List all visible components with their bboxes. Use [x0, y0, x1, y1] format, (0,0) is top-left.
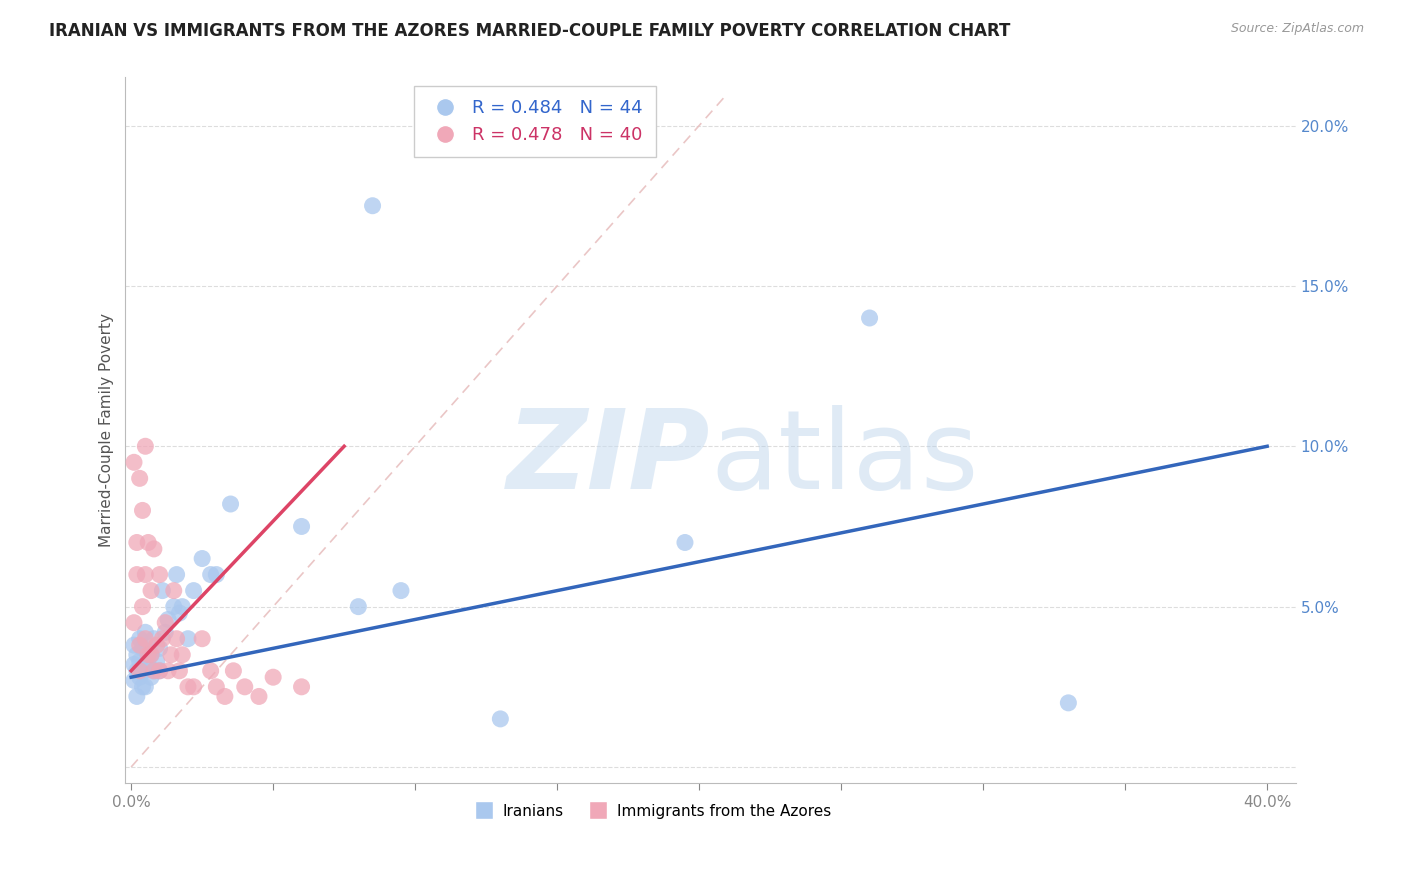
Point — [148, 664, 170, 678]
Point — [139, 583, 162, 598]
Point — [142, 541, 165, 556]
Point — [200, 567, 222, 582]
Point — [131, 599, 153, 614]
Point — [134, 664, 156, 678]
Point — [169, 664, 191, 678]
Point — [489, 712, 512, 726]
Point — [205, 680, 228, 694]
Text: IRANIAN VS IMMIGRANTS FROM THE AZORES MARRIED-COUPLE FAMILY POVERTY CORRELATION : IRANIAN VS IMMIGRANTS FROM THE AZORES MA… — [49, 22, 1011, 40]
Point — [134, 680, 156, 694]
Point — [222, 664, 245, 678]
Y-axis label: Married-Couple Family Poverty: Married-Couple Family Poverty — [100, 313, 114, 547]
Point — [122, 615, 145, 630]
Point — [389, 583, 412, 598]
Point — [247, 690, 270, 704]
Point — [128, 638, 150, 652]
Point — [347, 599, 370, 614]
Point — [262, 670, 284, 684]
Point — [148, 664, 170, 678]
Point — [142, 664, 165, 678]
Point — [169, 606, 191, 620]
Point — [1057, 696, 1080, 710]
Point — [673, 535, 696, 549]
Point — [233, 680, 256, 694]
Point — [139, 648, 162, 662]
Point — [128, 670, 150, 684]
Point — [166, 632, 188, 646]
Point — [150, 632, 173, 646]
Legend: Iranians, Immigrants from the Azores: Iranians, Immigrants from the Azores — [467, 797, 838, 825]
Point — [157, 612, 180, 626]
Point — [163, 583, 186, 598]
Point — [290, 680, 312, 694]
Point — [157, 664, 180, 678]
Point — [122, 638, 145, 652]
Point — [128, 632, 150, 646]
Point — [191, 632, 214, 646]
Point — [177, 680, 200, 694]
Point — [150, 583, 173, 598]
Point — [131, 680, 153, 694]
Point — [145, 638, 167, 652]
Point — [163, 599, 186, 614]
Point — [183, 680, 205, 694]
Point — [128, 471, 150, 485]
Point — [134, 625, 156, 640]
Point — [155, 625, 177, 640]
Point — [183, 583, 205, 598]
Point — [134, 632, 156, 646]
Point — [191, 551, 214, 566]
Point — [148, 567, 170, 582]
Point — [205, 567, 228, 582]
Point — [131, 641, 153, 656]
Point — [219, 497, 242, 511]
Point — [128, 664, 150, 678]
Point — [172, 599, 194, 614]
Point — [125, 664, 148, 678]
Point — [125, 690, 148, 704]
Point — [122, 455, 145, 469]
Point — [139, 670, 162, 684]
Point — [142, 632, 165, 646]
Point — [136, 648, 159, 662]
Point — [148, 641, 170, 656]
Point — [136, 535, 159, 549]
Point — [128, 654, 150, 668]
Point — [136, 657, 159, 672]
Point — [160, 648, 183, 662]
Text: atlas: atlas — [710, 405, 979, 512]
Point — [139, 648, 162, 662]
Point — [172, 648, 194, 662]
Point — [145, 654, 167, 668]
Point — [125, 567, 148, 582]
Point — [125, 535, 148, 549]
Point — [134, 567, 156, 582]
Point — [142, 664, 165, 678]
Point — [290, 519, 312, 533]
Point — [125, 648, 148, 662]
Point — [131, 503, 153, 517]
Text: Source: ZipAtlas.com: Source: ZipAtlas.com — [1230, 22, 1364, 36]
Point — [155, 615, 177, 630]
Point — [134, 439, 156, 453]
Point — [858, 310, 880, 325]
Point — [166, 567, 188, 582]
Point — [136, 644, 159, 658]
Point — [200, 664, 222, 678]
Point — [122, 673, 145, 688]
Point — [177, 632, 200, 646]
Text: ZIP: ZIP — [508, 405, 710, 512]
Point — [122, 657, 145, 672]
Point — [214, 690, 236, 704]
Point — [361, 199, 384, 213]
